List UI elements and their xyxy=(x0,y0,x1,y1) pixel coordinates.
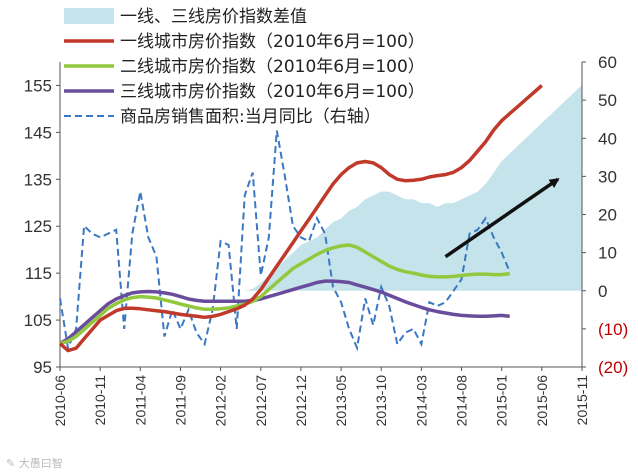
x-tick-label: 2012-02 xyxy=(213,375,229,427)
y-tick-label: 125 xyxy=(24,217,52,236)
x-tick-label: 2015-01 xyxy=(494,375,510,427)
x-tick-label: 2010-11 xyxy=(92,375,108,426)
x-tick-label: 2013-05 xyxy=(333,375,349,427)
series-lines xyxy=(58,84,543,353)
legend-label: 三线城市房价指数（2010年6月=100） xyxy=(120,82,425,102)
spread-area xyxy=(60,84,582,291)
x-tick-label: 2011-09 xyxy=(172,375,188,426)
watermark: ✎ 大愚曰智 xyxy=(6,456,63,470)
y2-tick-label: 20 xyxy=(598,206,617,225)
x-tick-label: 2010-06 xyxy=(52,375,68,427)
right-y-ticks: 60 50 40 30 20 10 0 (10) (20) xyxy=(582,53,628,377)
x-ticks: 2010-06 2010-11 2011-04 2011-09 2012-02 2012-… xyxy=(52,367,590,426)
y-tick-label: 115 xyxy=(25,264,52,283)
y2-tick-label: 40 xyxy=(598,129,617,148)
left-y-ticks: 155 145 135 125 115 105 95 xyxy=(24,76,60,377)
y2-tick-label: 0 xyxy=(598,282,607,301)
x-tick-label: 2015-06 xyxy=(534,375,550,427)
y-tick-label: 135 xyxy=(24,170,52,189)
legend-label: 一线城市房价指数（2010年6月=100） xyxy=(120,32,425,52)
legend-label: 二线城市房价指数（2010年6月=100） xyxy=(120,57,425,77)
y-tick-label: 95 xyxy=(33,358,52,377)
x-tick-label: 2012-12 xyxy=(293,375,309,427)
y-tick-label: 145 xyxy=(24,123,52,142)
spread-area-layer xyxy=(60,84,582,291)
annotations xyxy=(444,177,560,259)
tier3-line xyxy=(59,279,510,346)
x-tick-label: 2014-08 xyxy=(454,375,470,427)
y2-tick-label: (10) xyxy=(598,320,628,339)
x-tick-label: 2014-03 xyxy=(413,375,429,427)
y2-tick-label: 60 xyxy=(598,53,617,72)
tier2-line xyxy=(59,243,510,346)
y-tick-label: 105 xyxy=(24,311,52,330)
legend-label: 一线、三线房价指数差值 xyxy=(120,7,307,27)
y-tick-label: 155 xyxy=(24,76,52,95)
sales-yoy-line xyxy=(59,130,511,352)
x-tick-label: 2012-07 xyxy=(253,375,269,427)
x-tick-label: 2015-11 xyxy=(574,375,590,426)
legend-swatch-area xyxy=(64,8,114,24)
legend-label: 商品房销售面积:当月同比（右轴） xyxy=(120,107,381,127)
y2-tick-label: 50 xyxy=(598,91,617,110)
y2-tick-label: 10 xyxy=(598,244,617,263)
trend-arrow xyxy=(444,177,560,259)
y2-tick-label: (20) xyxy=(598,358,628,377)
x-tick-label: 2013-10 xyxy=(373,375,389,427)
tier1-line xyxy=(58,84,543,353)
y2-tick-label: 30 xyxy=(598,167,617,186)
x-tick-label: 2011-04 xyxy=(132,375,148,426)
